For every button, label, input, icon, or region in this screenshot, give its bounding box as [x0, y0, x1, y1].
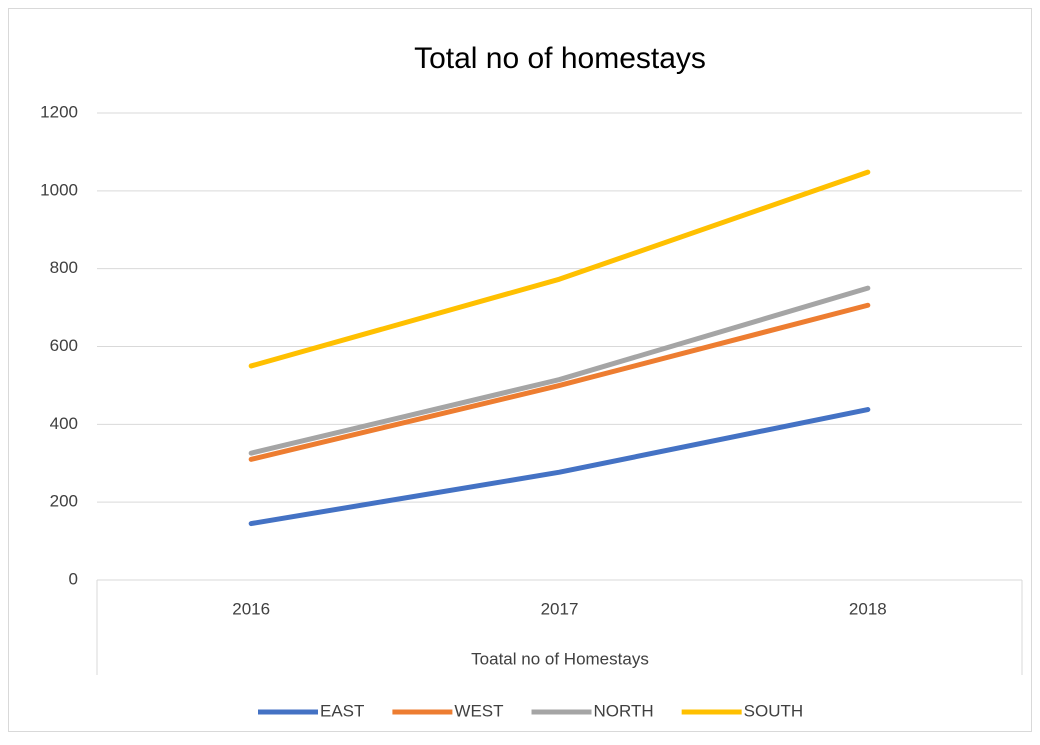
- x-tick-label: 2016: [232, 599, 270, 618]
- y-tick-label: 200: [50, 492, 78, 511]
- x-axis-label: Toatal no of Homestays: [471, 649, 649, 668]
- y-tick-label: 1000: [40, 180, 78, 199]
- legend-label: WEST: [454, 701, 503, 720]
- series-line: [248, 302, 871, 462]
- legend-label: SOUTH: [744, 701, 804, 720]
- series-line: [248, 407, 871, 527]
- y-tick-label: 800: [50, 258, 78, 277]
- x-tick-label: 2018: [849, 599, 887, 618]
- series-line: [248, 169, 871, 369]
- y-tick-label: 600: [50, 336, 78, 355]
- y-tick-label: 1200: [40, 102, 78, 121]
- series-line: [248, 285, 871, 456]
- y-tick-label: 0: [69, 569, 78, 588]
- legend-label: EAST: [320, 701, 364, 720]
- y-tick-label: 400: [50, 414, 78, 433]
- chart-border: [8, 8, 1032, 732]
- legend-label: NORTH: [594, 701, 654, 720]
- x-tick-label: 2017: [541, 599, 579, 618]
- chart-title: Total no of homestays: [414, 42, 706, 75]
